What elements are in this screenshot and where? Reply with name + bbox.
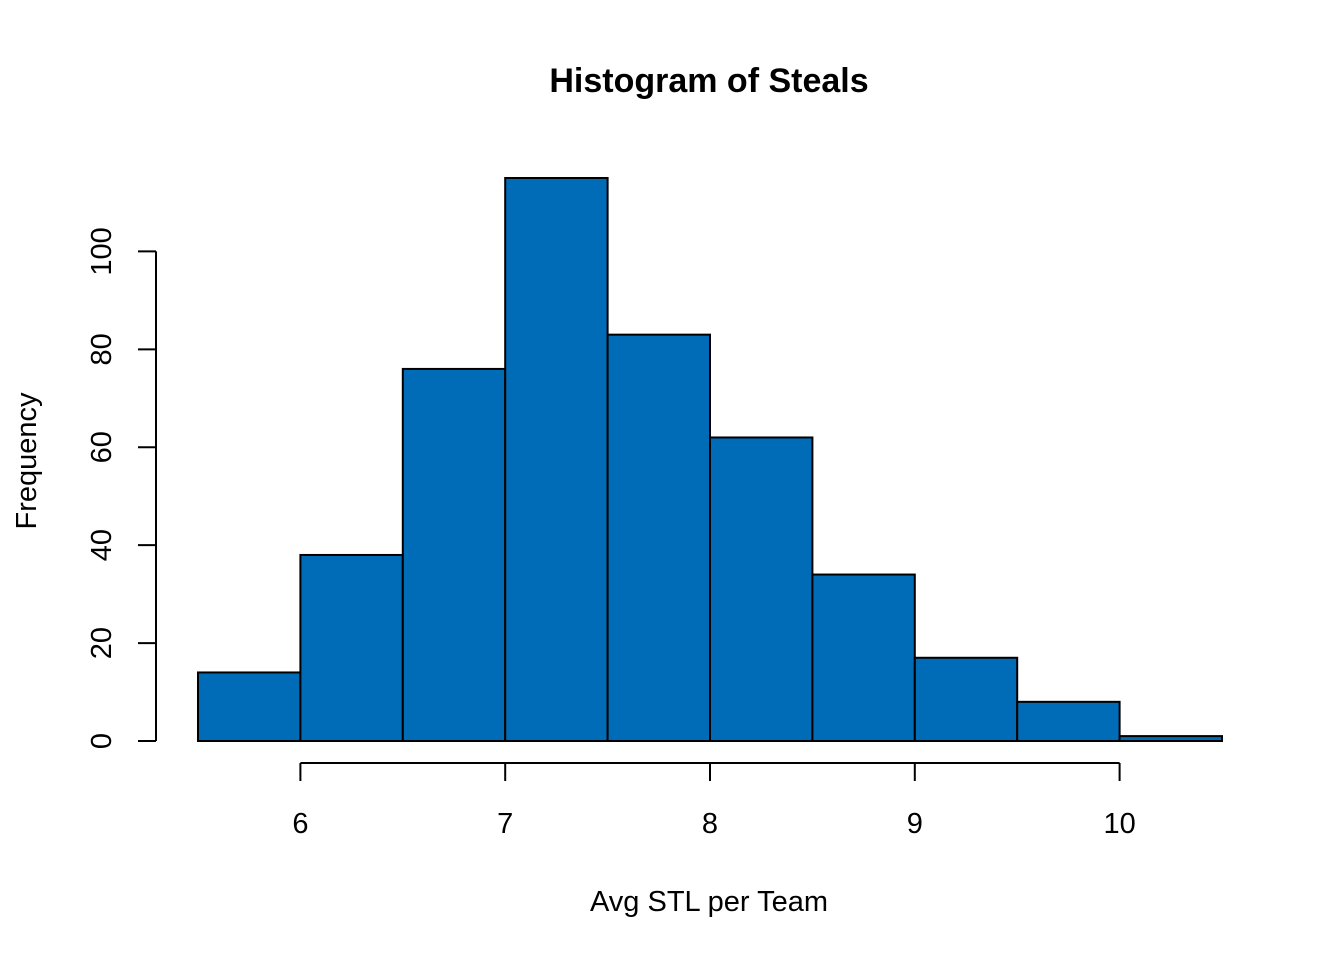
histogram-bar-4 [606,333,711,742]
x-tick-label-9: 9 [907,808,923,840]
y-axis-label: Frequency [11,392,43,530]
histogram-bar-9 [1118,735,1223,743]
y-tick-label-0: 0 [86,733,118,749]
histogram-bar-5 [709,436,814,742]
y-tick-label-60: 60 [86,431,118,463]
y-tick-label-20: 20 [86,627,118,659]
y-tick-label-100: 100 [86,227,118,275]
y-axis: 0 20 40 60 80 100 [86,227,157,749]
x-tick-label-6: 6 [292,808,308,840]
x-axis: 6 7 8 9 10 [292,762,1136,840]
bars-group [197,177,1223,743]
histogram-bar-7 [913,656,1019,743]
x-tick-label-10: 10 [1103,808,1135,840]
x-tick-label-8: 8 [702,808,718,840]
histogram-bar-3 [504,177,609,742]
x-tick-label-7: 7 [497,808,513,840]
y-tick-label-80: 80 [86,333,118,365]
chart-title: Histogram of Steals [549,62,868,100]
y-tick-label-40: 40 [86,529,118,561]
histogram-bar-2 [401,367,507,742]
histogram-bar-6 [811,573,916,743]
histogram-bar-8 [1016,700,1121,742]
histogram-bar-0 [197,671,302,743]
x-axis-label: Avg STL per Team [590,886,828,918]
histogram-bar-1 [299,553,404,742]
